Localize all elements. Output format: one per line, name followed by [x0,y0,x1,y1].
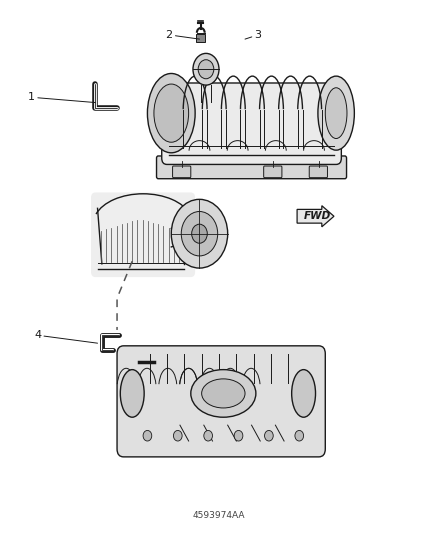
Text: 1: 1 [28,92,95,102]
FancyBboxPatch shape [91,192,195,277]
Ellipse shape [325,88,347,139]
Circle shape [234,431,243,441]
Text: FWD: FWD [304,211,331,221]
FancyBboxPatch shape [117,346,325,457]
Ellipse shape [318,76,354,150]
Circle shape [198,60,214,79]
Circle shape [193,53,219,85]
Circle shape [173,431,182,441]
Ellipse shape [120,369,144,417]
Circle shape [265,431,273,441]
Circle shape [204,431,212,441]
Ellipse shape [171,199,228,268]
Text: 4593974AA: 4593974AA [193,511,245,520]
Ellipse shape [148,74,195,153]
Ellipse shape [154,84,189,142]
FancyBboxPatch shape [162,83,341,165]
Polygon shape [196,34,205,42]
FancyBboxPatch shape [173,166,191,177]
FancyBboxPatch shape [264,166,282,177]
Text: 4: 4 [34,330,98,343]
FancyArrow shape [297,206,334,227]
Ellipse shape [201,379,245,408]
FancyBboxPatch shape [156,156,346,179]
Ellipse shape [192,224,207,243]
Ellipse shape [292,369,315,417]
Ellipse shape [181,212,218,256]
Circle shape [143,431,152,441]
Circle shape [295,431,304,441]
Text: 2: 2 [166,30,199,40]
Text: 3: 3 [245,30,261,40]
Ellipse shape [191,369,256,417]
FancyBboxPatch shape [309,166,328,177]
